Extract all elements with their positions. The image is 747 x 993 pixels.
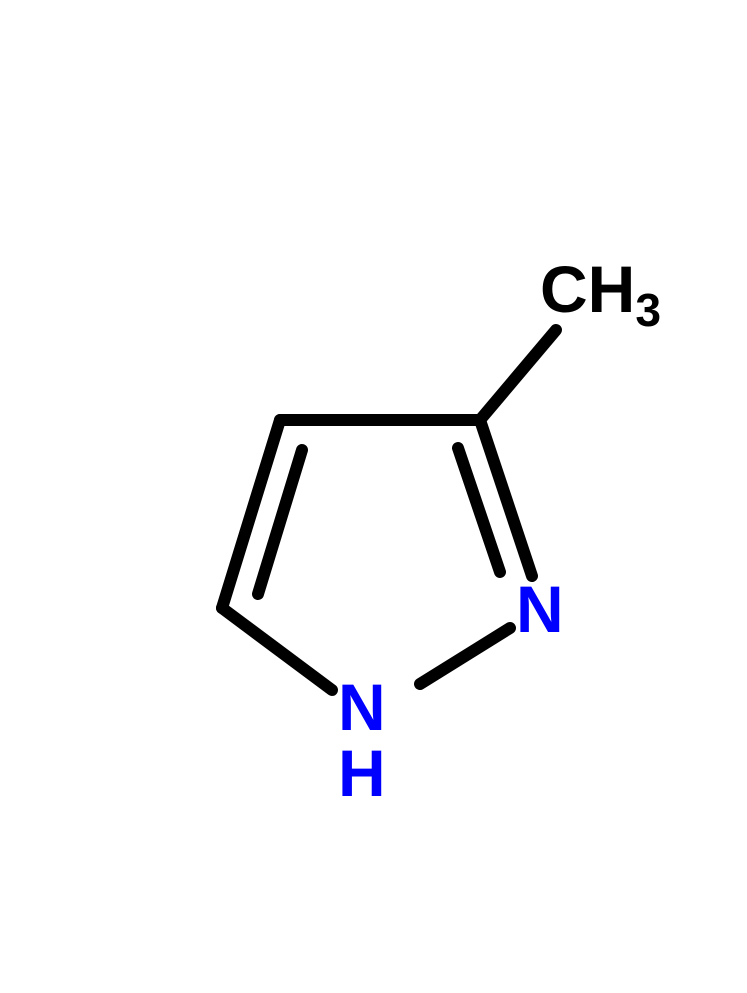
n1-h-label: H <box>338 740 386 806</box>
bond-c3-ch3 <box>480 330 556 420</box>
methyl-sub3: 3 <box>635 284 661 336</box>
bond-layer <box>0 0 747 993</box>
n2-label: N <box>516 576 564 642</box>
molecule-canvas: CH3 N N H <box>0 0 747 993</box>
bond-n1-n2 <box>420 628 510 684</box>
bond-c4-c5-outer <box>222 420 280 608</box>
bond-c5-n1 <box>222 608 332 690</box>
methyl-label: CH3 <box>540 256 661 322</box>
n1-label: N <box>338 674 386 740</box>
methyl-ch: CH <box>540 252 635 326</box>
